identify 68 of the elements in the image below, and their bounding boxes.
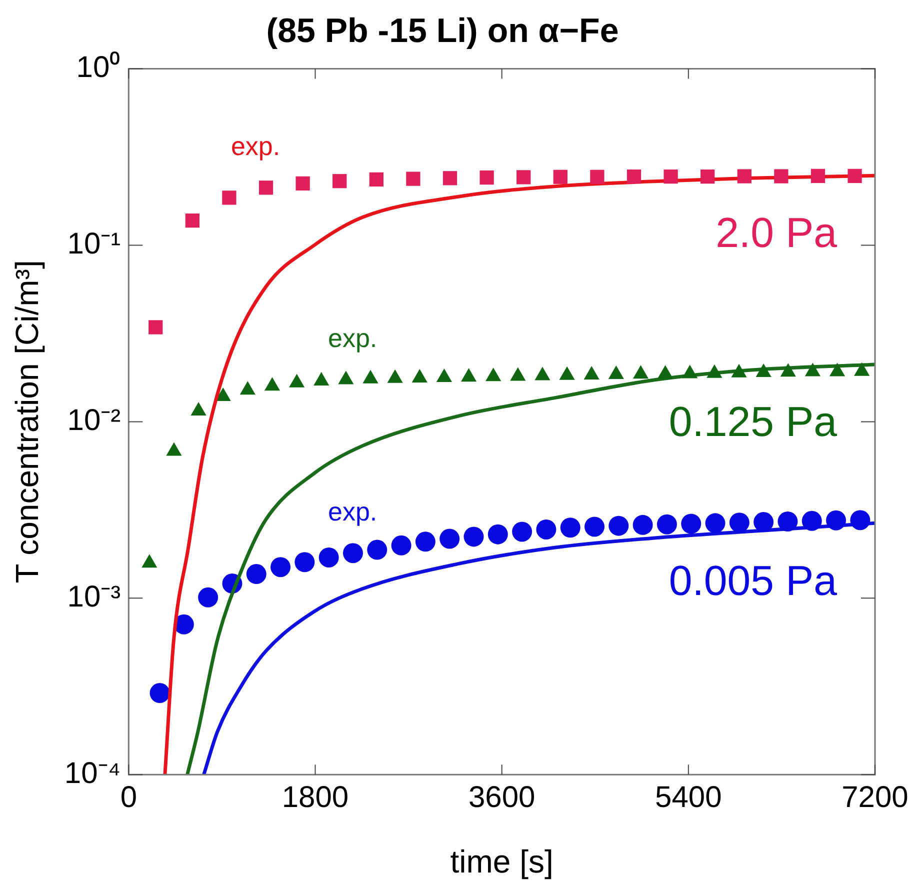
x-tick-label: 1800 (282, 780, 349, 814)
point (664, 170, 678, 184)
point (258, 180, 274, 195)
point (737, 169, 752, 184)
point (802, 510, 822, 531)
point (584, 516, 604, 537)
x-tick-label: 3600 (468, 780, 536, 814)
point (185, 214, 200, 228)
point (656, 514, 677, 534)
y-tick-label: 10⁻³ (67, 580, 121, 614)
point (464, 526, 484, 547)
point (440, 528, 460, 549)
annotation: 0.125 Pa (668, 398, 838, 446)
point (632, 514, 653, 535)
point (810, 168, 826, 184)
point (246, 564, 266, 584)
point (608, 516, 629, 536)
point (850, 510, 870, 530)
point (391, 535, 412, 556)
series-label: exp. (230, 130, 280, 161)
point (406, 172, 420, 186)
point (222, 190, 236, 205)
point (705, 513, 726, 534)
point (729, 512, 750, 533)
point (148, 320, 163, 334)
series-label: exp. (328, 496, 378, 526)
point (367, 540, 388, 560)
point (318, 547, 339, 568)
y-axis-title: T concentration [Ci/m³] (9, 260, 46, 584)
point (626, 170, 642, 184)
x-tick-label: 0 (120, 780, 138, 814)
point (774, 169, 788, 184)
point (332, 174, 347, 188)
x-tick-label: 7200 (842, 780, 908, 814)
point (294, 552, 315, 572)
chart-title: (85 Pb -15 Li) on α−Fe (266, 12, 619, 50)
line-series (186, 362, 877, 776)
point (342, 543, 363, 564)
annotation: 2.0 Pa (716, 209, 838, 256)
point (754, 512, 774, 532)
point (778, 511, 798, 532)
point (369, 172, 384, 187)
point (826, 510, 846, 530)
point (681, 514, 702, 534)
point (553, 170, 568, 184)
point (296, 176, 310, 191)
y-tick-label: 10⁻⁴ (64, 756, 121, 790)
point (488, 524, 508, 544)
point (512, 522, 532, 542)
point (150, 683, 170, 704)
point (198, 587, 218, 608)
y-tick-label: 10⁻¹ (67, 228, 121, 261)
point (442, 171, 458, 186)
annotation: 0.005 Pa (668, 556, 838, 604)
point (700, 170, 715, 184)
point (516, 170, 531, 184)
y-tick-label: 10⁻² (67, 404, 121, 437)
point (590, 170, 604, 184)
point (848, 168, 862, 184)
point (560, 518, 580, 538)
point (415, 532, 436, 552)
series-label: exp. (328, 322, 378, 353)
point (480, 170, 494, 185)
x-axis-title: time [s] (450, 844, 554, 880)
y-tick-label: 10⁰ (76, 51, 121, 84)
point (270, 557, 291, 578)
x-tick-label: 5400 (655, 780, 722, 814)
point (536, 519, 556, 540)
